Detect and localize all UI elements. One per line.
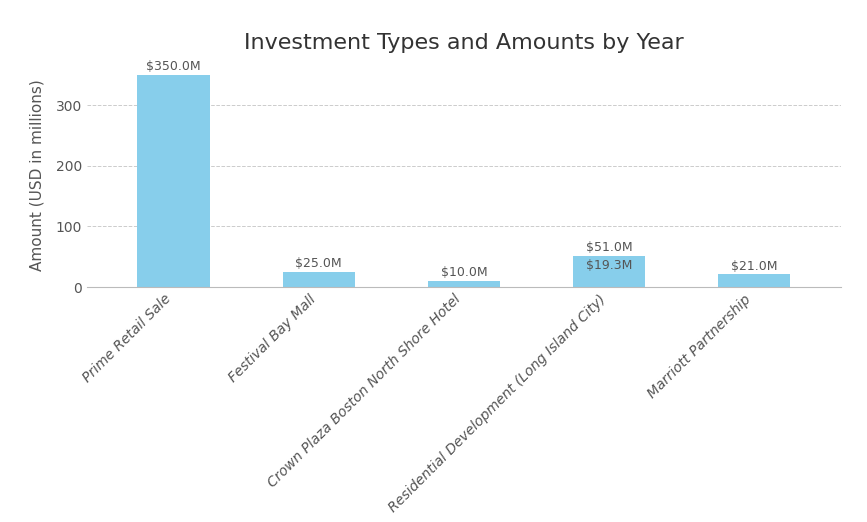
Text: $10.0M: $10.0M — [440, 266, 487, 279]
Title: Investment Types and Amounts by Year: Investment Types and Amounts by Year — [244, 33, 684, 53]
Text: $25.0M: $25.0M — [296, 257, 342, 270]
Bar — [283, 272, 355, 287]
Text: $51.0M: $51.0M — [585, 241, 632, 254]
Y-axis label: Amount (USD in millions): Amount (USD in millions) — [29, 79, 44, 271]
Bar — [718, 275, 790, 287]
Bar — [427, 281, 500, 287]
Text: $19.3M: $19.3M — [586, 259, 632, 272]
Text: $21.0M: $21.0M — [731, 259, 777, 272]
Text: $350.0M: $350.0M — [147, 60, 201, 73]
Bar — [572, 256, 645, 287]
Bar — [138, 75, 210, 287]
